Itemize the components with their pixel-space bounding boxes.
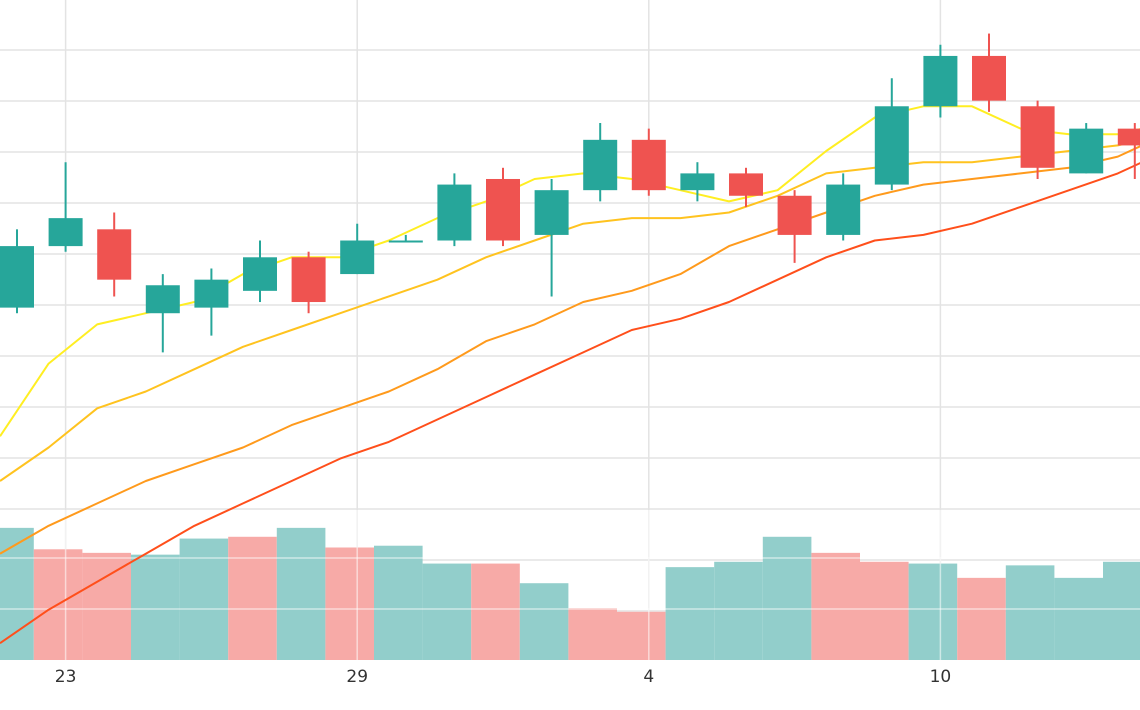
candle-body xyxy=(583,139,618,191)
candle-body xyxy=(923,55,958,107)
volume-bar xyxy=(82,552,131,660)
candle-body xyxy=(1117,128,1140,146)
volume-bar xyxy=(1103,561,1140,660)
candle xyxy=(729,167,763,207)
candle-body xyxy=(534,190,569,235)
candle-body xyxy=(243,257,277,291)
volume-bar xyxy=(1005,565,1055,660)
candle-body xyxy=(437,184,472,241)
candle xyxy=(583,123,618,202)
candle xyxy=(1069,123,1104,174)
candle xyxy=(1020,100,1055,179)
candle xyxy=(1117,123,1140,179)
volume-bar xyxy=(568,608,617,660)
candle xyxy=(437,173,472,247)
volume-bar xyxy=(714,561,763,660)
volume-bar xyxy=(908,563,958,660)
x-tick-label: 23 xyxy=(55,667,77,687)
volume-bars xyxy=(0,510,1140,660)
candle-body xyxy=(145,285,180,314)
moving-average-line-2 xyxy=(0,139,1140,482)
volume-bar xyxy=(325,547,374,660)
candle xyxy=(826,173,861,241)
candle-body xyxy=(0,246,34,308)
candle xyxy=(874,78,909,191)
candle-body xyxy=(680,173,715,191)
candle xyxy=(631,128,666,196)
volume-bar xyxy=(228,536,277,660)
candle xyxy=(923,44,958,118)
volume-bar xyxy=(957,577,1006,660)
candle-body xyxy=(1069,128,1104,174)
moving-average-line-3 xyxy=(0,145,1140,555)
price-candles xyxy=(0,33,1140,353)
volume-bar xyxy=(374,545,423,660)
candle-body xyxy=(729,173,763,196)
candle xyxy=(145,274,180,353)
x-tick-label: 10 xyxy=(930,667,952,687)
candle xyxy=(680,162,715,202)
volume-bar xyxy=(860,561,909,660)
candle xyxy=(340,223,375,275)
candle-body xyxy=(97,229,132,280)
volume-bar xyxy=(276,527,326,660)
volume-bar xyxy=(762,536,812,660)
candle-body xyxy=(388,240,423,243)
candle-body xyxy=(291,257,326,303)
volume-bar xyxy=(131,554,180,660)
moving-average-line-4 xyxy=(0,162,1140,645)
x-axis-ticks: 23294101420 xyxy=(55,667,952,687)
candle xyxy=(486,167,520,247)
moving-average-line-1 xyxy=(0,105,1140,437)
volume-bar xyxy=(1054,577,1103,660)
candle-body xyxy=(826,184,861,235)
candle xyxy=(97,212,132,297)
candle-body xyxy=(340,240,375,275)
candle xyxy=(291,251,326,314)
candle xyxy=(534,178,569,297)
candle xyxy=(388,234,423,243)
candle xyxy=(194,268,229,336)
volume-bar xyxy=(617,611,666,660)
volume-bar xyxy=(422,563,472,660)
candle-body xyxy=(194,279,229,308)
candle-body xyxy=(874,106,909,185)
candle-body xyxy=(631,139,666,191)
candle-body xyxy=(48,218,83,247)
candle xyxy=(243,240,277,303)
volume-bar xyxy=(471,563,520,660)
volume-bar xyxy=(811,552,860,660)
candle-body xyxy=(1020,106,1055,168)
candle-body xyxy=(486,178,520,241)
candle xyxy=(0,229,34,314)
candle-body xyxy=(777,195,812,235)
candle xyxy=(777,190,812,263)
volume-bar xyxy=(665,567,715,660)
volume-bar xyxy=(179,538,229,660)
x-tick-label: 4 xyxy=(643,667,654,687)
x-tick-label: 29 xyxy=(346,667,368,687)
candle-body xyxy=(972,55,1006,101)
volume-bar xyxy=(519,583,569,660)
candle xyxy=(972,33,1006,112)
candle xyxy=(48,162,83,252)
